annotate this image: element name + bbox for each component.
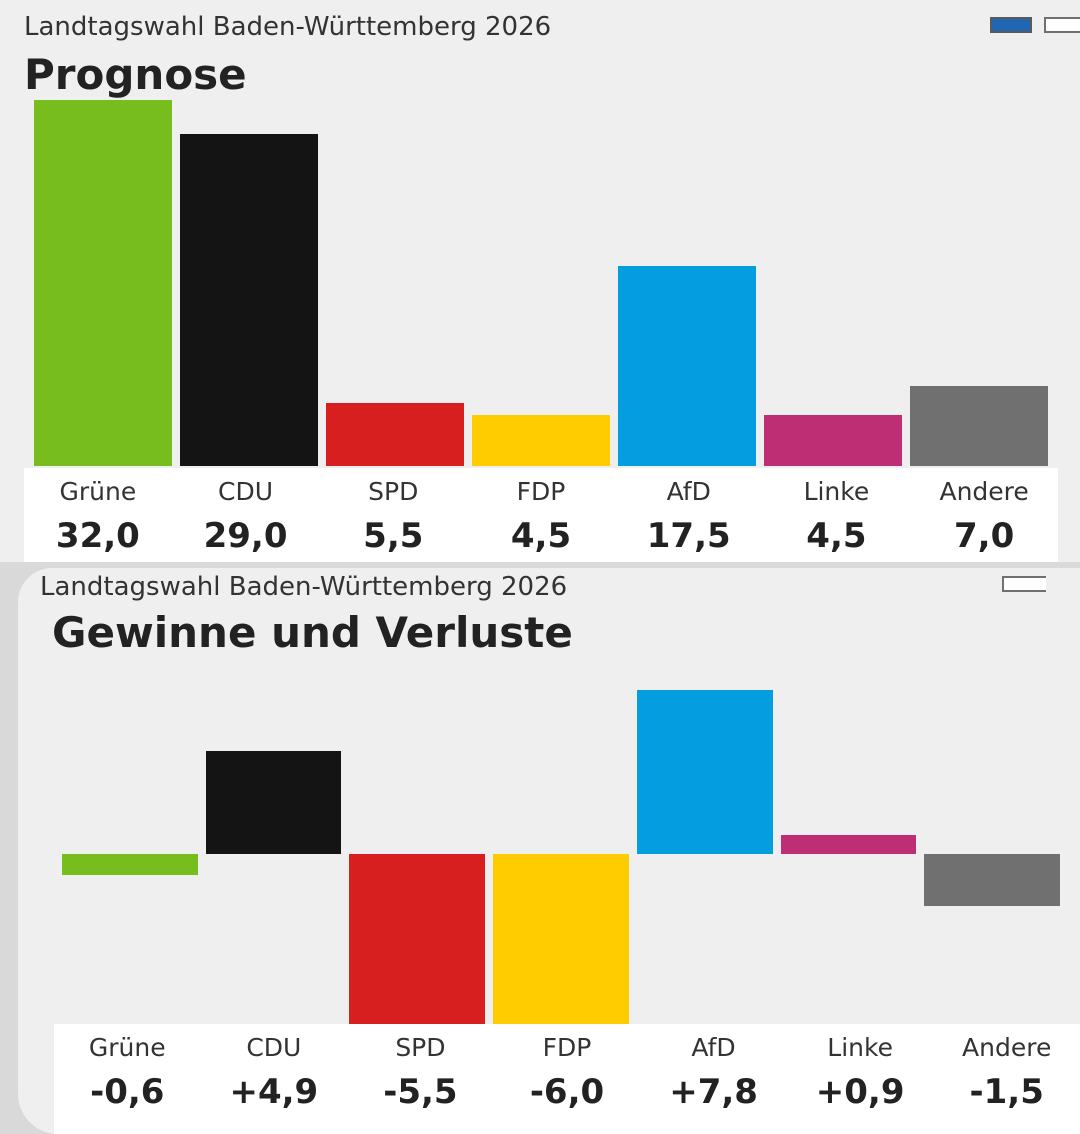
prognose-label-row: Grüne 32,0 CDU 29,0 SPD 5,5 FDP 4,5 AfD 17,5 Linke…	[24, 468, 1058, 562]
bar-gruene	[62, 854, 198, 875]
category-label-cdu: CDU +4,9	[201, 1024, 348, 1134]
prognose-panel: Landtagswahl Baden-Württemberg 2026 Prog…	[0, 0, 1080, 562]
bar-andere	[910, 385, 1048, 466]
value-label: 7,0	[954, 516, 1015, 556]
category-label-gruene: Grüne -0,6	[54, 1024, 201, 1134]
category-label-gruene: Grüne 32,0	[24, 468, 172, 562]
value-label: +4,9	[229, 1072, 319, 1112]
party-name-label: Linke	[803, 477, 870, 506]
bar-andere	[924, 854, 1060, 906]
value-label: +7,8	[669, 1072, 758, 1112]
value-label: -1,5	[969, 1072, 1044, 1112]
category-label-andere: Andere -1,5	[933, 1024, 1080, 1134]
bar-cdu	[205, 750, 342, 854]
category-label-andere: Andere 7,0	[910, 468, 1058, 562]
category-label-spd: SPD 5,5	[319, 468, 467, 562]
gewinne-verluste-label-row: Grüne -0,6 CDU +4,9 SPD -5,5 FDP -6,0 AfD +7,8 Lin…	[54, 1024, 1080, 1134]
category-label-linke: Linke +0,9	[787, 1024, 934, 1134]
table-view-toggle-button[interactable]	[1044, 17, 1080, 33]
bar-afd	[618, 265, 756, 466]
value-label: 32,0	[55, 516, 140, 556]
bar-linke	[780, 835, 917, 854]
party-name-label: FDP	[542, 1033, 592, 1062]
value-label: +0,9	[815, 1072, 905, 1112]
party-name-label: CDU	[246, 1033, 302, 1062]
party-name-label: FDP	[516, 477, 566, 506]
party-name-label: SPD	[395, 1033, 446, 1062]
chart-title: Prognose	[24, 50, 247, 99]
bar-fdp	[472, 414, 610, 466]
gewinne-verluste-bar-plot	[58, 668, 1064, 1088]
category-label-afd: AfD 17,5	[615, 468, 763, 562]
view-toggle	[1002, 576, 1046, 596]
value-label: -6,0	[529, 1072, 605, 1112]
party-name-label: AfD	[691, 1033, 736, 1062]
view-toggle	[990, 17, 1080, 35]
bar-cdu	[180, 134, 318, 466]
chart-title: Gewinne und Verluste	[52, 608, 573, 657]
party-name-label: Andere	[939, 477, 1029, 506]
category-label-fdp: FDP -6,0	[494, 1024, 641, 1134]
table-view-toggle-button[interactable]	[1002, 576, 1046, 592]
category-label-fdp: FDP 4,5	[467, 468, 615, 562]
party-name-label: Grüne	[88, 1033, 166, 1062]
category-label-linke: Linke 4,5	[763, 468, 911, 562]
value-label: -5,5	[383, 1072, 458, 1112]
bar-afd	[636, 690, 773, 854]
value-label: 29,0	[203, 516, 288, 556]
party-name-label: AfD	[666, 477, 711, 506]
value-label: 5,5	[363, 516, 424, 556]
bar-spd	[349, 854, 486, 1043]
bar-linke	[764, 414, 902, 466]
bar-view-toggle-button[interactable]	[990, 17, 1032, 33]
value-label: 4,5	[806, 516, 867, 556]
party-name-label: Grüne	[59, 477, 137, 506]
bar-spd	[326, 403, 464, 466]
party-name-label: CDU	[218, 477, 274, 506]
category-label-afd: AfD +7,8	[640, 1024, 787, 1134]
election-kicker: Landtagswahl Baden-Württemberg 2026	[40, 572, 568, 602]
value-label: 17,5	[646, 516, 731, 556]
bar-gruene	[34, 100, 172, 466]
value-label: -0,6	[90, 1072, 165, 1112]
party-name-label: SPD	[368, 477, 419, 506]
party-name-label: Linke	[827, 1033, 893, 1062]
category-label-cdu: CDU 29,0	[172, 468, 320, 562]
category-label-spd: SPD -5,5	[347, 1024, 494, 1134]
value-label: 4,5	[510, 516, 572, 556]
party-name-label: Andere	[962, 1033, 1052, 1062]
election-kicker: Landtagswahl Baden-Württemberg 2026	[24, 12, 552, 42]
gewinne-verluste-panel: Landtagswahl Baden-Württemberg 2026 Gewi…	[18, 568, 1080, 1134]
prognose-bar-plot	[30, 100, 1052, 466]
